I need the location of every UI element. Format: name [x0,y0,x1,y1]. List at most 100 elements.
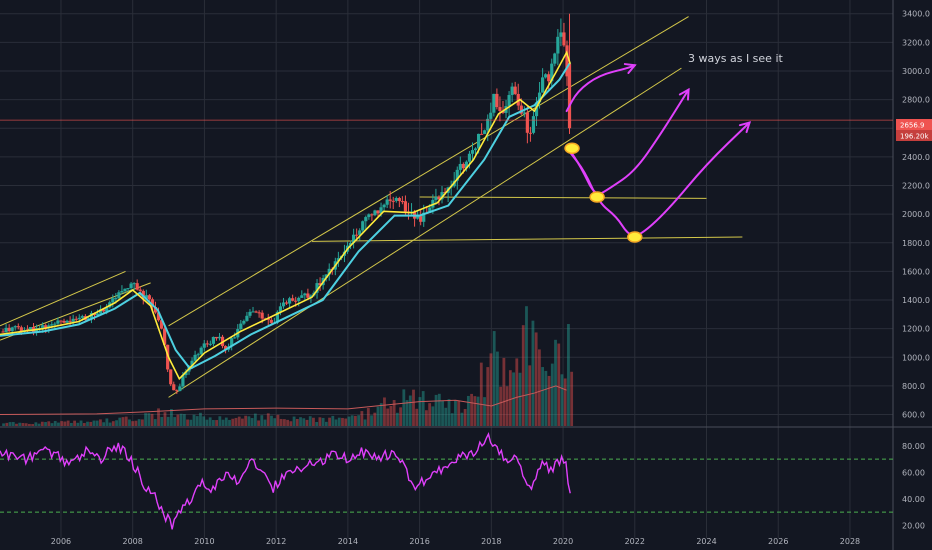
volume-bar [273,418,277,426]
volume-bar [454,400,457,426]
volume-bar [76,422,80,426]
trend-line [312,236,743,242]
candle-body [95,313,100,316]
volume-bar [544,370,548,426]
candle-body [193,354,197,361]
candle-body [4,327,8,333]
volume-bar [505,386,509,426]
candle-body [153,306,158,313]
volume-bar [370,415,373,426]
volume-bar [160,416,164,426]
candle-body [144,295,148,299]
candle-body [260,312,264,319]
volume-bar [105,418,109,426]
candle-body [202,343,206,348]
projection-arrowhead [623,63,637,74]
volume-bar [299,417,302,426]
projection-arrowhead [678,87,690,101]
slow-ma-line [0,61,572,371]
candle-body [266,318,270,320]
candle-body [181,375,185,387]
volume-bar [408,395,412,426]
candle-body [550,63,554,82]
volume-bar [24,423,28,426]
candle-body [489,112,493,119]
volume-bar [431,406,435,426]
volume-bar [315,421,319,426]
y-tick-label: 3400.0 [902,10,930,19]
volume-bar [244,415,248,426]
candle-body [287,298,292,304]
candle-body [217,336,222,339]
candle-body [464,161,469,169]
rsi-tick-label: 80.00 [902,442,925,451]
volume-bar [525,306,528,426]
volume-bar [31,424,35,426]
volume-bar [50,423,54,426]
candle-body [559,32,563,37]
candle-body [300,295,304,298]
volume-bar [11,422,15,426]
volume-bar [557,343,561,426]
x-tick-label: 2006 [51,537,71,546]
candle-body [501,110,505,113]
volume-bar [170,409,173,426]
candle-body [74,318,78,320]
candle-body [516,93,520,106]
volume-bar [357,415,361,426]
candle-body [376,210,380,214]
candle-body [458,163,462,170]
volume-bar [563,378,567,426]
candle-body [59,320,63,322]
x-tick-label: 2026 [768,537,788,546]
volume-bar [444,407,448,426]
trend-line [419,196,707,199]
candle-body [132,283,136,285]
candle-body [315,283,319,293]
y-tick-label: 600.0 [902,411,925,420]
candle-body [169,369,173,385]
volume-bar [231,418,235,426]
candle-body [269,319,273,323]
volume-bar [111,421,115,426]
volume-bar [124,416,128,426]
candle-body [470,150,475,154]
candle-body [537,92,542,103]
candle-body [28,327,33,331]
candle-body [364,217,368,222]
last-price-label: 2656.9 [900,122,925,130]
candle-body [111,298,115,303]
volume-bar [286,419,290,426]
volume-bar [321,417,325,426]
volume-bar [395,412,399,426]
volume-bar [328,417,331,426]
candle-body [19,327,23,332]
price-tags: 2656.9 196.20k [896,119,932,141]
volume-bar [421,391,425,426]
volume-bar [428,403,432,426]
candle-body [65,320,69,323]
volume-bar [312,417,315,426]
volume-bar [60,421,64,426]
volume-bar [34,422,38,426]
volume-bar [466,395,470,426]
candle-body [522,112,526,114]
volume-bar [318,417,322,426]
volume-bar [541,367,545,426]
candle-body [80,316,84,318]
y-tick-label: 3200.0 [902,38,930,47]
volume-bar [199,412,202,426]
volume-bar [337,417,341,426]
volume-bar [44,422,47,426]
volume-bar [489,353,493,426]
candle-body [141,290,145,299]
change-tag [896,130,932,141]
candle-body [483,130,487,134]
candle-body [126,288,130,290]
volume-bar [441,400,444,426]
projection-paths [564,63,752,243]
rsi-line [0,432,571,530]
candle-body [480,133,484,135]
volume-bar [399,407,402,426]
